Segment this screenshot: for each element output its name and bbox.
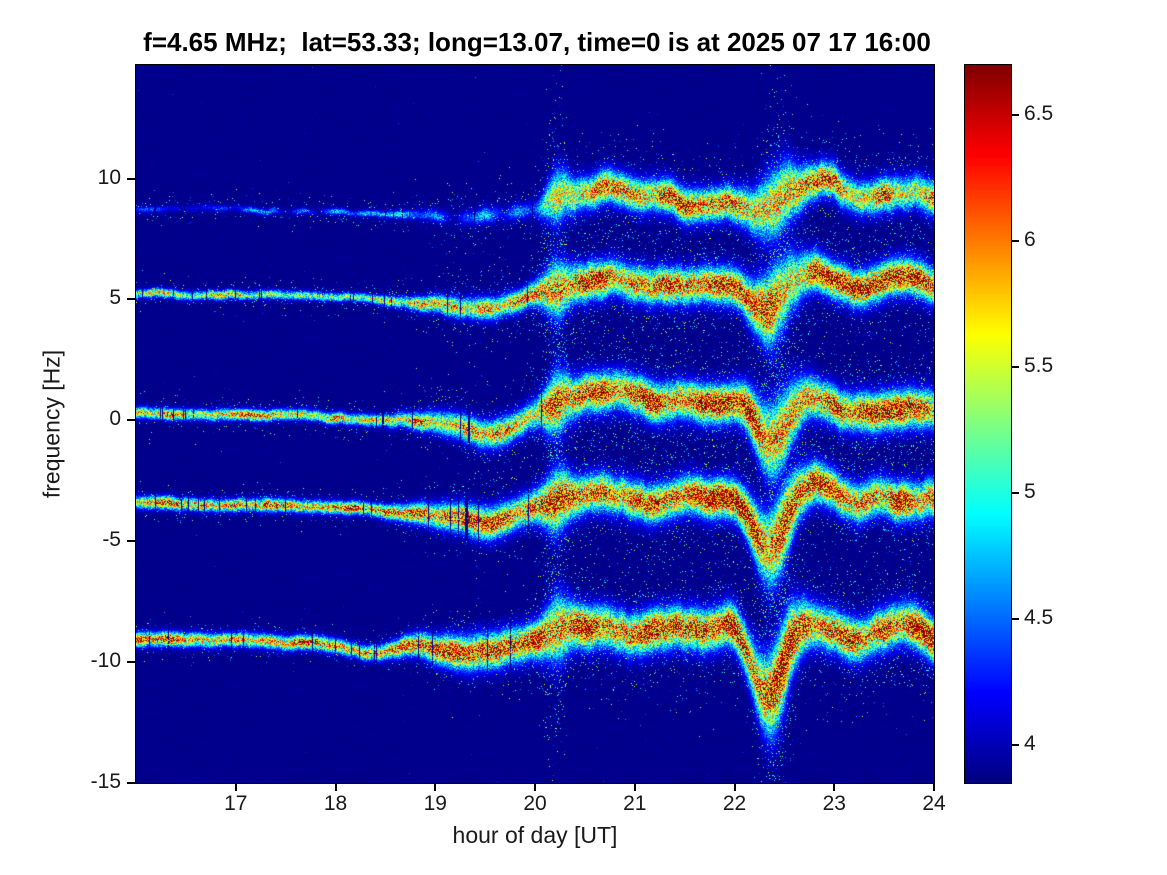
colorbar-tick-label: 5.5 xyxy=(1024,354,1054,378)
x-tick-mark xyxy=(833,784,836,791)
x-tick-mark xyxy=(434,784,437,791)
x-tick-label: 18 xyxy=(323,792,348,815)
colorbar-tick-mark xyxy=(1012,618,1019,621)
y-tick-label: 0 xyxy=(109,407,121,431)
x-tick-mark xyxy=(234,784,237,791)
x-tick-label: 23 xyxy=(822,792,846,815)
y-tick-mark xyxy=(127,540,135,543)
chart-title: f=4.65 MHz; lat=53.33; long=13.07, time=… xyxy=(143,27,931,57)
x-tick-label: 19 xyxy=(423,792,447,815)
colorbar-tick-mark xyxy=(1012,492,1019,495)
plot-area xyxy=(135,64,935,784)
x-tick-label: 17 xyxy=(224,792,248,815)
colorbar-gradient xyxy=(965,65,1011,783)
colorbar-tick-label: 5 xyxy=(1024,480,1036,504)
colorbar xyxy=(964,64,1012,784)
y-tick-label: -10 xyxy=(90,649,121,673)
colorbar-tick-label: 4.5 xyxy=(1024,606,1054,630)
y-tick-mark xyxy=(127,298,135,301)
colorbar-tick-label: 6 xyxy=(1024,228,1036,252)
x-tick-mark xyxy=(534,784,536,791)
y-tick-label: -5 xyxy=(102,528,121,552)
y-tick-label: 10 xyxy=(97,165,121,189)
colorbar-tick-label: 6.5 xyxy=(1024,102,1054,126)
colorbar-tick-mark xyxy=(1012,744,1019,747)
y-tick-mark xyxy=(127,661,135,664)
x-tick-label: 24 xyxy=(922,792,946,815)
y-tick-mark xyxy=(127,782,135,784)
y-tick-label: 5 xyxy=(109,286,121,310)
colorbar-tick-mark xyxy=(1012,366,1019,369)
x-tick-label: 20 xyxy=(523,792,547,815)
x-tick-label: 22 xyxy=(722,792,747,815)
spectrogram-heatmap xyxy=(136,65,934,783)
y-tick-mark xyxy=(127,177,135,180)
colorbar-tick-mark xyxy=(1012,114,1019,117)
x-axis-label: hour of day [UT] xyxy=(452,822,618,848)
x-tick-label: 21 xyxy=(623,792,647,815)
y-tick-label: -15 xyxy=(90,770,121,793)
x-tick-mark xyxy=(334,784,337,791)
colorbar-tick-label: 4 xyxy=(1024,732,1036,756)
x-tick-mark xyxy=(633,784,636,791)
x-tick-mark xyxy=(933,784,935,791)
colorbar-tick-mark xyxy=(1012,240,1019,243)
y-tick-mark xyxy=(127,419,135,422)
x-tick-mark xyxy=(733,784,736,791)
